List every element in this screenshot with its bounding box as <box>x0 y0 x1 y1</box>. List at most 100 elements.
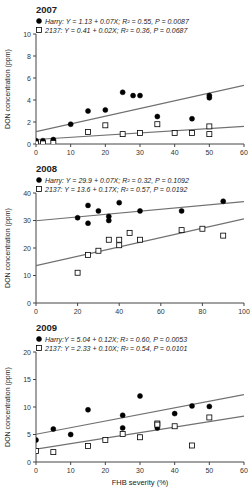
x-tick-label: 40 <box>171 467 179 474</box>
point <box>221 199 226 204</box>
x-tick-label: 50 <box>205 467 213 474</box>
point <box>117 243 122 248</box>
point <box>120 132 125 137</box>
legend-label: Harry:Y = 5.04 + 0.12X; R² = 0.60, P = 0… <box>45 336 187 344</box>
point <box>221 233 226 238</box>
x-tick <box>209 144 210 147</box>
point <box>207 93 212 98</box>
legend-marker <box>37 19 42 24</box>
point <box>36 438 39 443</box>
point <box>127 230 132 235</box>
point <box>86 203 91 208</box>
plot-area <box>36 199 244 276</box>
point <box>117 237 122 242</box>
y-tick-label: 0 <box>27 459 31 466</box>
regression-line <box>36 126 244 139</box>
point <box>172 131 177 136</box>
point <box>120 431 125 436</box>
point <box>207 415 212 420</box>
point <box>86 444 91 449</box>
y-tick <box>33 78 36 79</box>
y-tick <box>33 248 36 249</box>
y-tick <box>33 275 36 276</box>
y-tick-label: 0 <box>27 300 31 307</box>
x-tick-label: 100 <box>238 308 250 315</box>
y-tick <box>33 220 36 221</box>
x-tick <box>105 144 106 147</box>
y-tick <box>33 379 36 380</box>
x-tick <box>77 303 78 306</box>
y-tick-label: 4 <box>27 97 31 104</box>
point <box>138 237 143 242</box>
x-tick-label: 10 <box>67 149 75 156</box>
panel-title: 2009 <box>36 322 57 333</box>
y-axis-label: DON concentration (ppm) <box>4 49 12 129</box>
x-axis-label: FHB severity (%) <box>112 478 169 487</box>
y-tick <box>33 34 36 35</box>
point <box>120 425 125 430</box>
x-tick <box>70 144 71 147</box>
legend-marker <box>37 337 42 342</box>
point <box>207 124 212 129</box>
y-tick <box>33 434 36 435</box>
y-tick-label: 8 <box>27 53 31 60</box>
y-tick-label: 15 <box>23 376 31 383</box>
x-axis-line <box>36 303 244 304</box>
point <box>207 404 212 409</box>
point <box>190 116 195 121</box>
y-tick-label: 10 <box>23 404 31 411</box>
point <box>96 208 101 213</box>
point <box>106 218 111 223</box>
point <box>190 443 195 448</box>
point <box>179 228 184 233</box>
x-tick <box>105 462 106 465</box>
regression-line <box>36 416 244 449</box>
x-tick <box>140 144 141 147</box>
legend-marker <box>37 28 42 33</box>
y-tick-label: 20 <box>23 349 31 356</box>
point <box>138 435 143 440</box>
x-tick <box>244 144 245 147</box>
y-tick <box>33 100 36 101</box>
x-tick <box>140 462 141 465</box>
regression-line <box>36 202 244 221</box>
x-tick <box>244 462 245 465</box>
point <box>86 252 91 257</box>
y-tick <box>33 407 36 408</box>
panel: 2009051015200102030405060DON concentrati… <box>4 322 248 487</box>
point <box>51 427 56 432</box>
point <box>86 109 91 114</box>
legend-marker <box>37 187 42 192</box>
point <box>68 432 73 437</box>
regression-line <box>36 395 244 435</box>
point <box>117 200 122 205</box>
legend-label: 2137: Y = 2.33 + 0.10X; R² = 0.54, P = 0… <box>44 345 187 352</box>
point <box>106 237 111 242</box>
x-tick-label: 10 <box>67 467 75 474</box>
panel-title: 2007 <box>36 4 57 15</box>
x-tick-label: 40 <box>171 149 179 156</box>
x-tick-label: 50 <box>205 149 213 156</box>
y-tick-label: 30 <box>23 217 31 224</box>
point <box>103 107 108 112</box>
x-tick-label: 0 <box>34 149 38 156</box>
x-tick <box>174 144 175 147</box>
legend-label: Harry: Y = 29.9 + 0.07X; R² = 0.32, P = … <box>45 177 189 185</box>
y-tick <box>33 193 36 194</box>
point <box>51 450 56 455</box>
legend: Harry: Y = 29.9 + 0.07X; R² = 0.32, P = … <box>37 177 189 193</box>
regression-line <box>36 85 244 131</box>
y-tick-label: 10 <box>23 272 31 279</box>
x-tick-label: 60 <box>240 149 248 156</box>
point <box>155 122 160 127</box>
x-tick-label: 0 <box>34 308 38 315</box>
legend: Harry: Y = 1.13 + 0.07X; R² = 0.55, P = … <box>37 18 190 34</box>
x-tick <box>202 303 203 306</box>
point <box>75 270 80 275</box>
point <box>36 449 39 454</box>
point <box>172 424 177 429</box>
point <box>86 221 91 226</box>
y-tick <box>33 122 36 123</box>
x-tick-label: 0 <box>34 467 38 474</box>
legend-label: 2137: Y = 13.6 + 0.17X; R² = 0.57, P = 0… <box>44 186 187 193</box>
